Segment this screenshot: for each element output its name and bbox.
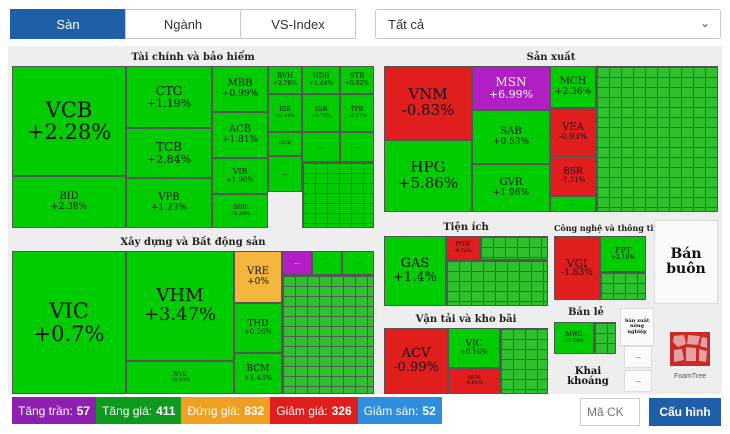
stock-tile-tcb[interactable]: TCB +2.84% [126,128,212,178]
legend-floor: Giảm sàn: 52 [357,397,442,424]
market-breadth-legend: Tăng trần: 57 Tăng giá: 411 Đứng giá: 832 G… [12,397,442,424]
stock-tile-vpb[interactable]: VPB +1.23% [126,178,212,228]
stock-tile-acb[interactable]: ACB +1.81% [212,112,268,158]
stock-tile-vcb[interactable]: VCB +2.28% [12,66,126,176]
foamtree-logo-text: FoamTree [673,373,707,380]
stock-tile-nvl[interactable]: NVL +0.93% [126,361,234,394]
stock-tile-stb[interactable]: STB +0.82% [340,66,374,94]
stock-tile-hvn[interactable]: HVN -0.61% [448,368,500,394]
chevron-down-icon: ⌄ [699,16,710,30]
stock-tile-more-realestate-2[interactable]: ... [342,251,374,275]
sector-title-tech: Công nghệ và thông tin [554,223,660,233]
stock-tile-hdb[interactable]: HDB +1.44% [302,66,340,94]
stock-tile-more-finance-3[interactable]: ... [340,132,374,162]
stock-tile-msn[interactable]: MSN +6.99% [472,66,550,110]
sector-tile-wholesale[interactable]: Bán buôn [654,220,718,304]
heatmap-treemap: Tài chính và bảo hiểm VCB +2.28% BID +2.38… [8,46,722,394]
stock-code-search-input[interactable] [580,398,640,426]
stock-tile-gas[interactable]: GAS +1.4% [384,236,446,306]
stock-tile-more-production-1[interactable]: ... [550,196,596,212]
sector-title-production: Sản xuất [526,52,576,63]
small-stock-tiles-finance[interactable] [302,162,374,228]
stock-tile-bid[interactable]: BID +2.38% [12,176,126,228]
sector-title-utility: Tiện ích [443,222,489,233]
tab-san[interactable]: Sàn [10,9,126,39]
stock-tile-mch[interactable]: MCH +2.36% [550,66,596,108]
stock-tile-more-realestate-1[interactable]: ... [312,251,342,275]
small-stock-tiles-retail[interactable] [594,322,616,354]
stock-tile-sab[interactable]: SAB +0.53% [472,110,550,164]
stock-tile-vhm[interactable]: VHM +3.47% [126,251,234,361]
legend-up: Tăng giá: 411 [96,397,182,424]
stock-tile-hpg[interactable]: HPG +5.86% [384,140,472,212]
small-stock-tiles-transport[interactable] [500,328,548,394]
stock-tile-more-finance-1[interactable]: ... [268,156,302,192]
sector-tile-mining[interactable]: Khai khoáng [567,365,609,387]
filter-selected-value: Tất cả [388,16,425,32]
sector-tile-agriculture[interactable]: Sản xuất nông nghiệp [620,308,654,346]
stock-tile-vre[interactable]: VRE +0% [234,251,282,303]
stock-tile-vea[interactable]: VEA -0.93% [550,108,596,156]
stock-tile-thd[interactable]: THD +0.26% [234,303,282,353]
stock-tile-tpb[interactable]: TPB +2.17% [340,94,374,132]
small-stock-tiles-realestate[interactable] [282,275,374,394]
stock-tile-bcm[interactable]: BCM +1.43% [234,353,282,394]
sector-title-construction: Xây dựng và Bất động sản [120,237,266,248]
stock-tile-vib[interactable]: VIB +1.96% [212,158,268,194]
tab-vs-index[interactable]: VS-Index [240,9,356,39]
tab-nganh[interactable]: Ngành [125,9,241,39]
stock-tile-vnm[interactable]: VNM -0.83% [384,66,472,140]
config-button[interactable]: Cấu hình [649,398,721,426]
small-stock-tiles-production[interactable] [596,66,718,212]
legend-ceiling: Tăng trần: 57 [12,397,97,424]
stock-tile-vjc[interactable]: VJC +0.16% [448,328,500,368]
stock-tile-ctg[interactable]: CTG +1.19% [126,66,212,128]
small-stock-tiles-tech[interactable] [600,272,646,300]
stock-tile-eib[interactable]: EIB +0.44% [268,94,302,132]
sector-tile-more-2[interactable]: ... [624,370,652,392]
sector-title-finance: Tài chính và bảo hiểm [131,52,255,63]
stock-tile-acv[interactable]: ACV -0.99% [384,328,448,394]
exchange-filter-select[interactable]: Tất cả ⌄ [375,9,721,39]
sector-tile-more-1[interactable]: ... [624,346,652,368]
foamtree-logo-icon [670,332,710,366]
exchange-tabs: Sàn Ngành VS-Index [10,9,356,39]
stock-tile-mbb[interactable]: MBB +0.99% [212,66,268,112]
foamtree-logo: FoamTree [670,332,710,380]
stock-tile-vic[interactable]: VIC +0.7% [12,251,126,394]
small-stock-tiles-utility[interactable] [446,260,548,306]
sector-title-transport: Vận tải và kho bãi [415,314,517,325]
stock-tile-bsr[interactable]: BSR -1.21% [550,156,596,196]
stock-tile-ceiling-realestate[interactable]: ... [282,251,312,275]
stock-tile-bvh[interactable]: BVH +2.78% [268,66,302,94]
stock-tile-mwg[interactable]: MWG +2.54% [554,322,594,354]
stock-tile-fpt[interactable]: FPT +2.16% [600,236,646,272]
stock-tile-ssb[interactable]: SSB +0.70% [302,94,340,132]
legend-unchanged: Đứng giá: 832 [181,397,271,424]
stock-tile-pow[interactable]: POW -0.70% [446,236,480,260]
stock-tile-gvr[interactable]: GVR +1.96% [472,164,550,212]
small-stock-tiles-utility-2[interactable] [480,236,548,260]
stock-tile-shb[interactable]: SHB +0.28% [212,194,268,228]
stock-tile-ocb[interactable]: OCB [268,132,302,156]
stock-tile-more-finance-2[interactable]: ... [302,132,340,162]
legend-down: Giảm giá: 326 [270,397,358,424]
stock-tile-vgi[interactable]: VGI -1.63% [554,236,600,300]
sector-title-retail: Bán lẻ [568,307,604,318]
